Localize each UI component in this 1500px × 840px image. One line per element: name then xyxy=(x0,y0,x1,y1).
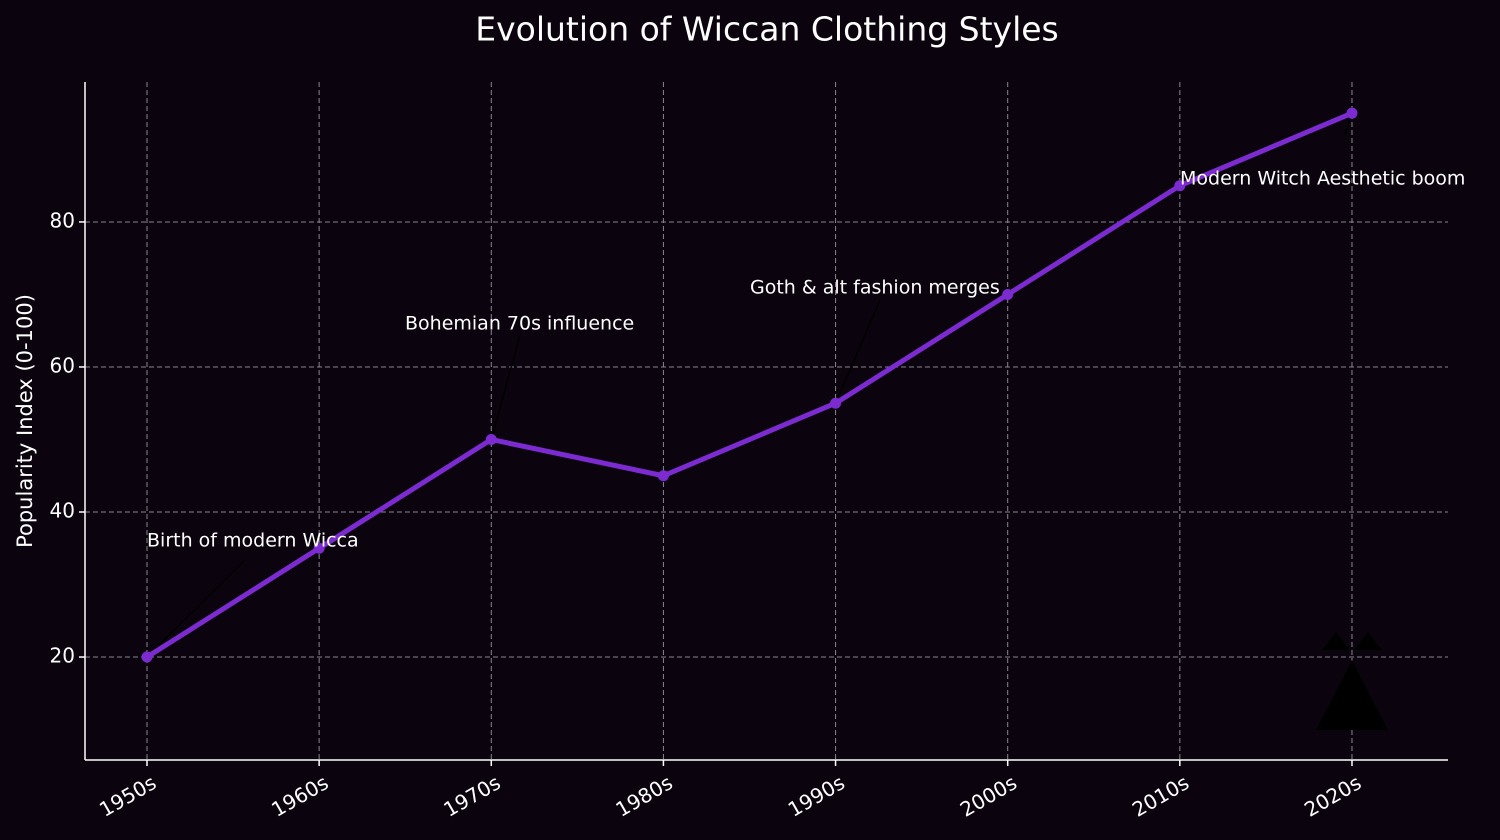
data-point xyxy=(1002,288,1014,300)
data-point xyxy=(313,542,325,554)
annotation: Birth of modern Wicca xyxy=(147,530,359,552)
chart-title: Evolution of Wiccan Clothing Styles xyxy=(475,10,1059,49)
data-point xyxy=(485,433,497,445)
data-point xyxy=(141,651,153,663)
hat-tip-decoration xyxy=(1354,632,1382,650)
annotation-arrow xyxy=(490,334,521,440)
y-tick-label: 60 xyxy=(50,353,75,377)
annotation-arrow xyxy=(146,559,246,658)
annotation-arrow xyxy=(834,299,881,404)
y-axis-label: Popularity Index (0-100) xyxy=(13,294,37,548)
data-point xyxy=(1346,107,1358,119)
data-line xyxy=(145,110,1353,660)
annotation: Modern Witch Aesthetic boom xyxy=(1180,168,1465,190)
witch-hat-decoration xyxy=(1316,660,1388,730)
hat-tip-decoration xyxy=(1322,632,1350,650)
data-point xyxy=(1174,180,1186,192)
data-point xyxy=(657,470,669,482)
annotation: Goth & alt fashion merges xyxy=(750,277,1000,299)
y-tick-label: 40 xyxy=(50,499,75,523)
annotation: Bohemian 70s influence xyxy=(405,313,634,335)
data-point xyxy=(830,397,842,409)
y-tick-label: 20 xyxy=(50,644,75,668)
y-tick-label: 80 xyxy=(50,208,75,232)
